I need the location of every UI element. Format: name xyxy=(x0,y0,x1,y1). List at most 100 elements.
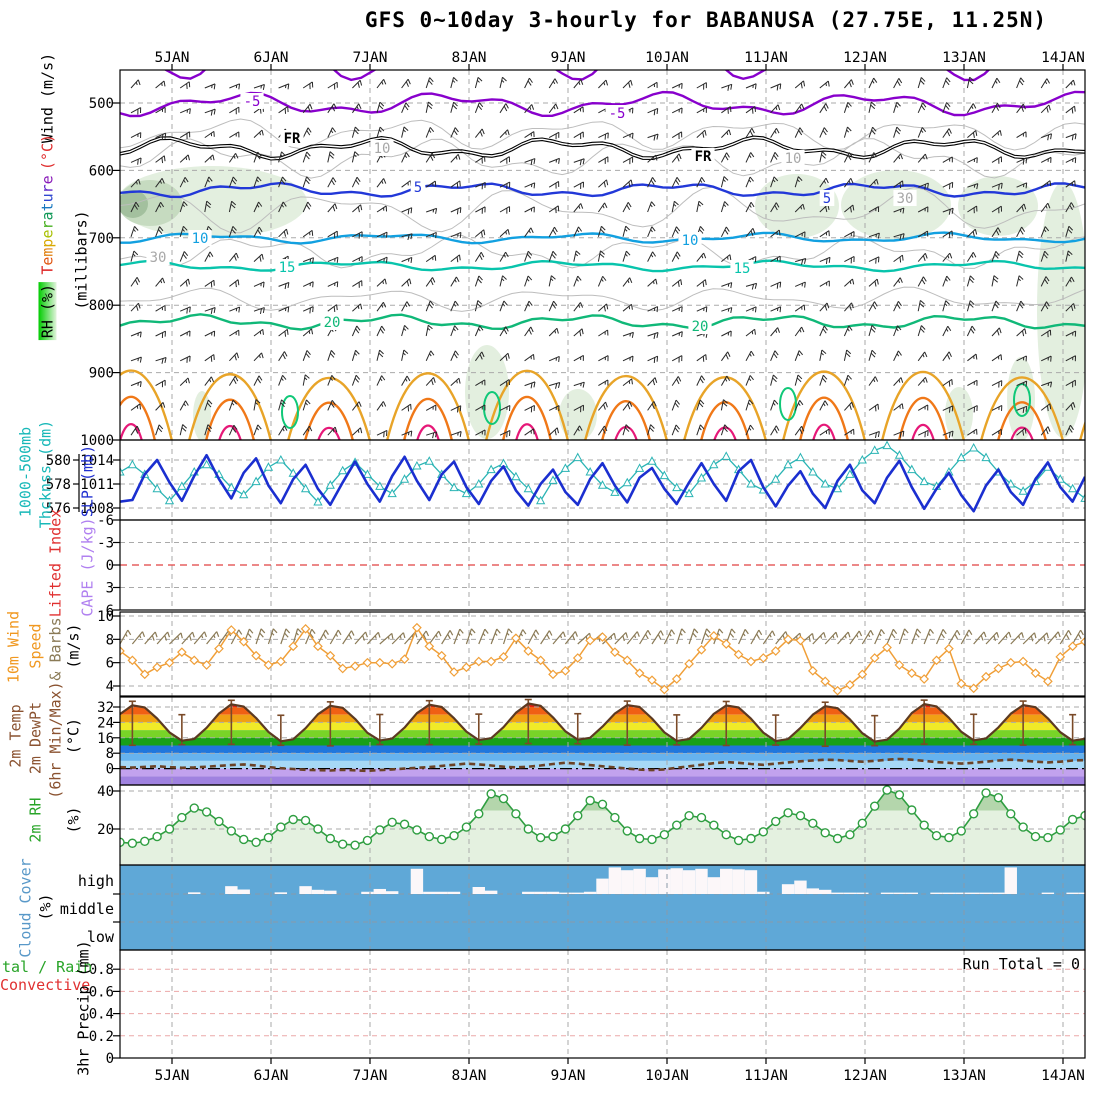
svg-text:5: 5 xyxy=(414,180,422,196)
panel-precip xyxy=(120,950,1085,1058)
precip-run-total: Run Total = 0 xyxy=(962,955,1080,973)
svg-text:30: 30 xyxy=(150,250,167,266)
svg-text:0: 0 xyxy=(106,558,114,574)
axis-label-rh2-1: 2m RH xyxy=(26,797,45,843)
svg-text:20: 20 xyxy=(97,822,114,838)
panel-cloud xyxy=(120,865,1085,950)
svg-text:9JAN: 9JAN xyxy=(551,1068,586,1084)
svg-text:900: 900 xyxy=(89,366,114,382)
axis-label-thk-1: 1000-500mb xyxy=(16,426,35,518)
svg-text:-5: -5 xyxy=(609,106,626,122)
svg-text:800: 800 xyxy=(89,298,114,314)
svg-text:0: 0 xyxy=(106,762,114,778)
svg-text:13JAN: 13JAN xyxy=(942,50,986,66)
svg-text:578: 578 xyxy=(46,477,71,493)
axis-label-t2-1: 2m Temp xyxy=(6,704,25,768)
panel-stability xyxy=(120,520,1085,610)
axis-label-w10-1: 10m Wind xyxy=(4,610,23,684)
svg-text:7JAN: 7JAN xyxy=(353,1068,388,1084)
axis-label-lifted-index: Lifted Index xyxy=(46,508,65,618)
svg-text:15: 15 xyxy=(734,261,751,277)
svg-text:0.8: 0.8 xyxy=(89,962,114,978)
svg-text:5: 5 xyxy=(823,191,831,207)
svg-text:40: 40 xyxy=(97,784,114,800)
svg-text:10: 10 xyxy=(374,141,391,157)
svg-text:FR: FR xyxy=(695,149,712,165)
svg-text:10: 10 xyxy=(785,151,802,167)
svg-text:9JAN: 9JAN xyxy=(551,50,586,66)
axis-label-cc-2: (%) xyxy=(36,893,55,921)
svg-text:0.6: 0.6 xyxy=(89,984,114,1000)
svg-text:500: 500 xyxy=(89,96,114,112)
axis-label-w10-2: Speed xyxy=(26,623,45,669)
svg-text:high: high xyxy=(78,872,114,890)
svg-text:low: low xyxy=(87,928,115,946)
axis-label-cc-1: Cloud Cover xyxy=(16,858,35,958)
svg-text:10: 10 xyxy=(192,231,209,247)
svg-text:1000: 1000 xyxy=(80,433,114,449)
svg-text:600: 600 xyxy=(89,163,114,179)
svg-text:576: 576 xyxy=(46,501,71,517)
svg-text:24: 24 xyxy=(97,715,114,731)
svg-text:0: 0 xyxy=(106,1051,114,1067)
panel-wind10m xyxy=(120,612,1085,696)
svg-text:-3: -3 xyxy=(97,536,114,552)
svg-text:-5: -5 xyxy=(244,94,261,110)
svg-text:11JAN: 11JAN xyxy=(744,50,788,66)
svg-text:16: 16 xyxy=(97,731,114,747)
svg-text:8JAN: 8JAN xyxy=(452,1068,487,1084)
axis-label-wind-ms: Wind (m/s) xyxy=(38,52,57,144)
axis-label-rh-pct: RH (%) xyxy=(38,281,57,341)
svg-text:5JAN: 5JAN xyxy=(155,1068,190,1084)
axis-label-precip-2: Convective xyxy=(0,976,91,994)
svg-text:-6: -6 xyxy=(97,513,114,529)
svg-text:30: 30 xyxy=(897,191,914,207)
frames-and-axes: 5006007008009001000101410111008580578576… xyxy=(46,50,1086,1084)
svg-text:8: 8 xyxy=(106,632,114,648)
axis-label-w10-3: & Barbs xyxy=(46,617,65,681)
axis-label-precip-1: tal / Rain xyxy=(2,958,93,976)
axis-label-degc: (°C) xyxy=(38,133,57,171)
svg-text:FR: FR xyxy=(284,131,301,147)
svg-text:6: 6 xyxy=(106,656,114,672)
panel-upper-air: -5 -5 FR FR 5 5 10 10 15 15 20 20 10 10 30 30 xyxy=(120,70,1085,440)
svg-text:10JAN: 10JAN xyxy=(645,1068,689,1084)
svg-text:14JAN: 14JAN xyxy=(1041,1068,1085,1084)
axis-label-slp: SLP (mb) xyxy=(78,444,97,518)
svg-text:10: 10 xyxy=(97,609,114,625)
svg-text:1014: 1014 xyxy=(80,453,114,469)
svg-text:4: 4 xyxy=(106,679,114,695)
svg-text:3: 3 xyxy=(106,581,114,597)
svg-text:20: 20 xyxy=(324,315,341,331)
svg-text:14JAN: 14JAN xyxy=(1041,50,1085,66)
svg-text:0.2: 0.2 xyxy=(89,1029,114,1045)
svg-text:15: 15 xyxy=(279,260,296,276)
svg-text:8: 8 xyxy=(106,746,114,762)
svg-text:6: 6 xyxy=(106,603,114,619)
svg-text:32: 32 xyxy=(97,700,114,716)
svg-text:580: 580 xyxy=(46,453,71,469)
panel-rh2m xyxy=(120,785,1085,865)
svg-text:20: 20 xyxy=(692,319,709,335)
svg-text:10: 10 xyxy=(682,233,699,249)
axis-label-w10-4: (m/s) xyxy=(64,623,83,669)
svg-text:12JAN: 12JAN xyxy=(843,50,887,66)
axis-label-rh2-2: (%) xyxy=(64,806,83,834)
axis-label-t2-3: (6hr Min/Max) xyxy=(46,681,65,799)
panel-slp-thickness xyxy=(120,440,1085,520)
chart-title: GFS 0~10day 3-hourly for BABANUSA (27.75… xyxy=(364,8,1048,32)
svg-text:6JAN: 6JAN xyxy=(254,50,289,66)
svg-text:7JAN: 7JAN xyxy=(353,50,388,66)
svg-text:1008: 1008 xyxy=(80,501,114,517)
axis-label-t2-2: 2m DewPt xyxy=(26,701,45,775)
svg-text:700: 700 xyxy=(89,231,114,247)
axis-label-t2-4: (°C) xyxy=(64,717,83,755)
axis-label-cape: CAPE (J/kg) xyxy=(78,517,97,617)
axis-label-precip-3: 3hr Precip (mm) xyxy=(74,940,93,1076)
svg-text:8JAN: 8JAN xyxy=(452,50,487,66)
svg-text:13JAN: 13JAN xyxy=(942,1068,986,1084)
svg-text:middle: middle xyxy=(60,900,114,918)
svg-text:11JAN: 11JAN xyxy=(744,1068,788,1084)
svg-text:6JAN: 6JAN xyxy=(254,1068,289,1084)
